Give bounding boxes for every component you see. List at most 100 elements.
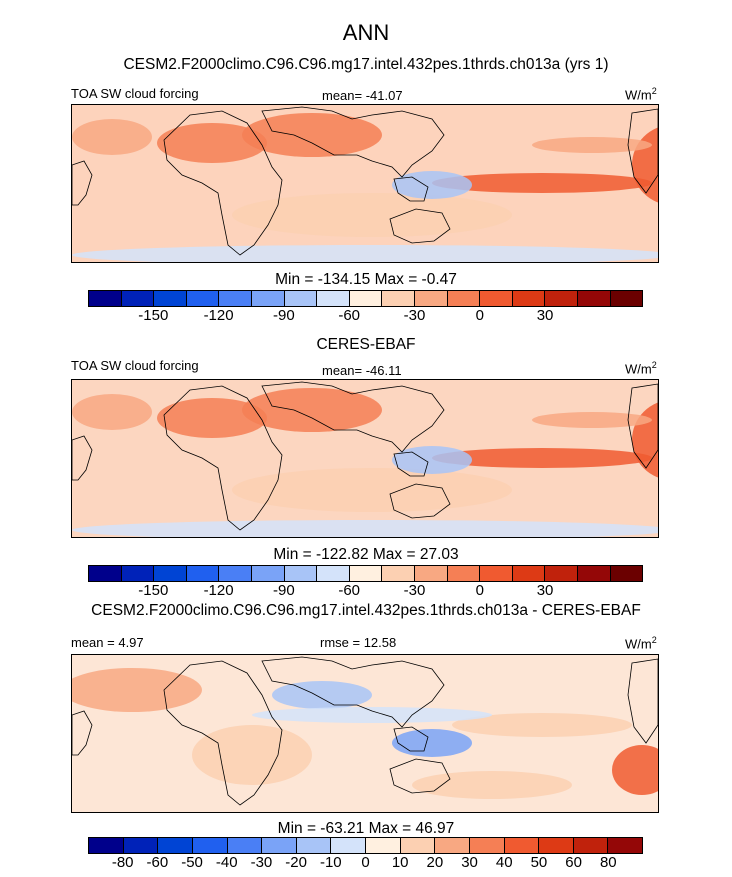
panel2-colorbar [88, 565, 643, 582]
colorbar-tick-label: -30 [250, 854, 273, 871]
colorbar-segment [480, 566, 513, 581]
colorbar-segment [262, 838, 297, 853]
panel1-map [71, 104, 659, 263]
panel3-subtitle: CESM2.F2000climo.C96.C96.mg17.intel.432p… [91, 602, 641, 619]
colorbar-tick-label: 40 [495, 854, 513, 871]
panel1-colorbar [88, 290, 643, 307]
colorbar-segment [219, 291, 252, 306]
field-contour-region [232, 193, 512, 237]
colorbar-tick-label: 30 [536, 582, 554, 599]
field-contour-region [412, 771, 572, 799]
colorbar-segment [610, 566, 643, 581]
colorbar-tick-label: 60 [565, 854, 582, 871]
field-contour-region [242, 113, 382, 157]
colorbar-segment [89, 566, 122, 581]
colorbar-tick-label: 30 [461, 854, 478, 871]
colorbar-segment [545, 291, 578, 306]
coastline [163, 660, 283, 806]
colorbar-segment [414, 291, 448, 306]
colorbar-segment [284, 566, 318, 581]
colorbar-segment [512, 566, 546, 581]
panel3-units: W/m2 [625, 635, 657, 652]
field-contour-region [532, 412, 652, 428]
colorbar-tick-label: -120 [203, 582, 234, 599]
panel3-colorbar [88, 837, 643, 854]
panel3-rmse-label: rmse = 12.58 [320, 635, 397, 650]
panel2-minmax: Min = -122.82 Max = 27.03 [273, 546, 459, 563]
colorbar-tick-label: -80 [111, 854, 134, 871]
colorbar-segment [123, 838, 159, 853]
colorbar-segment [349, 566, 383, 581]
colorbar-segment [331, 838, 366, 853]
colorbar-segment [382, 566, 415, 581]
panel2-units: W/m2 [625, 360, 657, 377]
colorbar-tick-label: 80 [599, 854, 617, 871]
panel2-map [71, 379, 659, 538]
coastline [72, 710, 93, 756]
panel1-subtitle: CESM2.F2000climo.C96.C96.mg17.intel.432p… [123, 56, 609, 73]
field-contour-region [232, 468, 512, 512]
colorbar-segment [414, 566, 448, 581]
colorbar-segment [400, 838, 436, 853]
colorbar-segment [573, 838, 609, 853]
coastline [163, 385, 283, 531]
colorbar-segment [219, 566, 252, 581]
panel2-subtitle: CERES-EBAF [316, 336, 416, 353]
colorbar-tick-label: -90 [273, 307, 295, 324]
field-contour-region [72, 119, 152, 155]
coastline [627, 108, 658, 194]
colorbar-segment [447, 566, 481, 581]
field-contour-region [612, 745, 658, 795]
colorbar-segment [512, 291, 546, 306]
colorbar-segment [317, 291, 350, 306]
field-contour-region [72, 245, 658, 262]
coastline [627, 383, 658, 469]
field-contour-region [432, 173, 652, 193]
colorbar-segment [251, 566, 285, 581]
field-contour-region [157, 398, 267, 438]
coastline [261, 656, 445, 728]
panel3-map [71, 654, 659, 813]
coastline [393, 726, 429, 752]
colorbar-tick-label: -60 [146, 854, 169, 871]
colorbar-segment [349, 291, 383, 306]
panel1-units: W/m2 [625, 86, 657, 103]
colorbar-segment [480, 291, 513, 306]
colorbar-segment [296, 838, 332, 853]
colorbar-segment [154, 566, 187, 581]
colorbar-tick-label: -60 [338, 582, 361, 599]
figure-title: ANN [342, 20, 390, 45]
colorbar-segment [89, 838, 124, 853]
panel3-mean-label: mean = 4.97 [71, 635, 144, 650]
colorbar-tick-label: -90 [273, 582, 295, 599]
colorbar-tick-label: 0 [361, 854, 370, 871]
panel2-mean-label: mean= -46.11 [322, 363, 402, 378]
colorbar-tick-label: -30 [403, 307, 426, 324]
field-contour-region [532, 137, 652, 153]
field-contour-region [192, 725, 312, 785]
colorbar-segment [469, 838, 505, 853]
colorbar-segment [121, 291, 155, 306]
coastline [393, 176, 429, 202]
colorbar-tick-label: -30 [403, 582, 426, 599]
colorbar-segment [608, 838, 642, 853]
colorbar-tick-label: -10 [319, 854, 342, 871]
colorbar-segment [504, 838, 540, 853]
colorbar-tick-label: 20 [426, 854, 444, 871]
coastline [627, 658, 658, 744]
panel2-colorbar-ticks: -150 -120 -90 -60 -30 0 30 [88, 582, 643, 600]
colorbar-tick-label: -150 [138, 582, 169, 599]
panel3-minmax: Min = -63.21 Max = 46.97 [277, 820, 455, 837]
colorbar-segment [192, 838, 228, 853]
colorbar-segment [284, 291, 318, 306]
colorbar-segment [89, 291, 122, 306]
colorbar-tick-label: 50 [530, 854, 548, 871]
colorbar-tick-label: -50 [181, 854, 203, 871]
colorbar-segment [610, 291, 643, 306]
coastline [163, 110, 283, 256]
field-contour-region [432, 448, 652, 468]
field-contour-region [392, 171, 472, 199]
colorbar-segment [317, 566, 350, 581]
colorbar-segment [447, 291, 481, 306]
colorbar-segment [154, 291, 187, 306]
